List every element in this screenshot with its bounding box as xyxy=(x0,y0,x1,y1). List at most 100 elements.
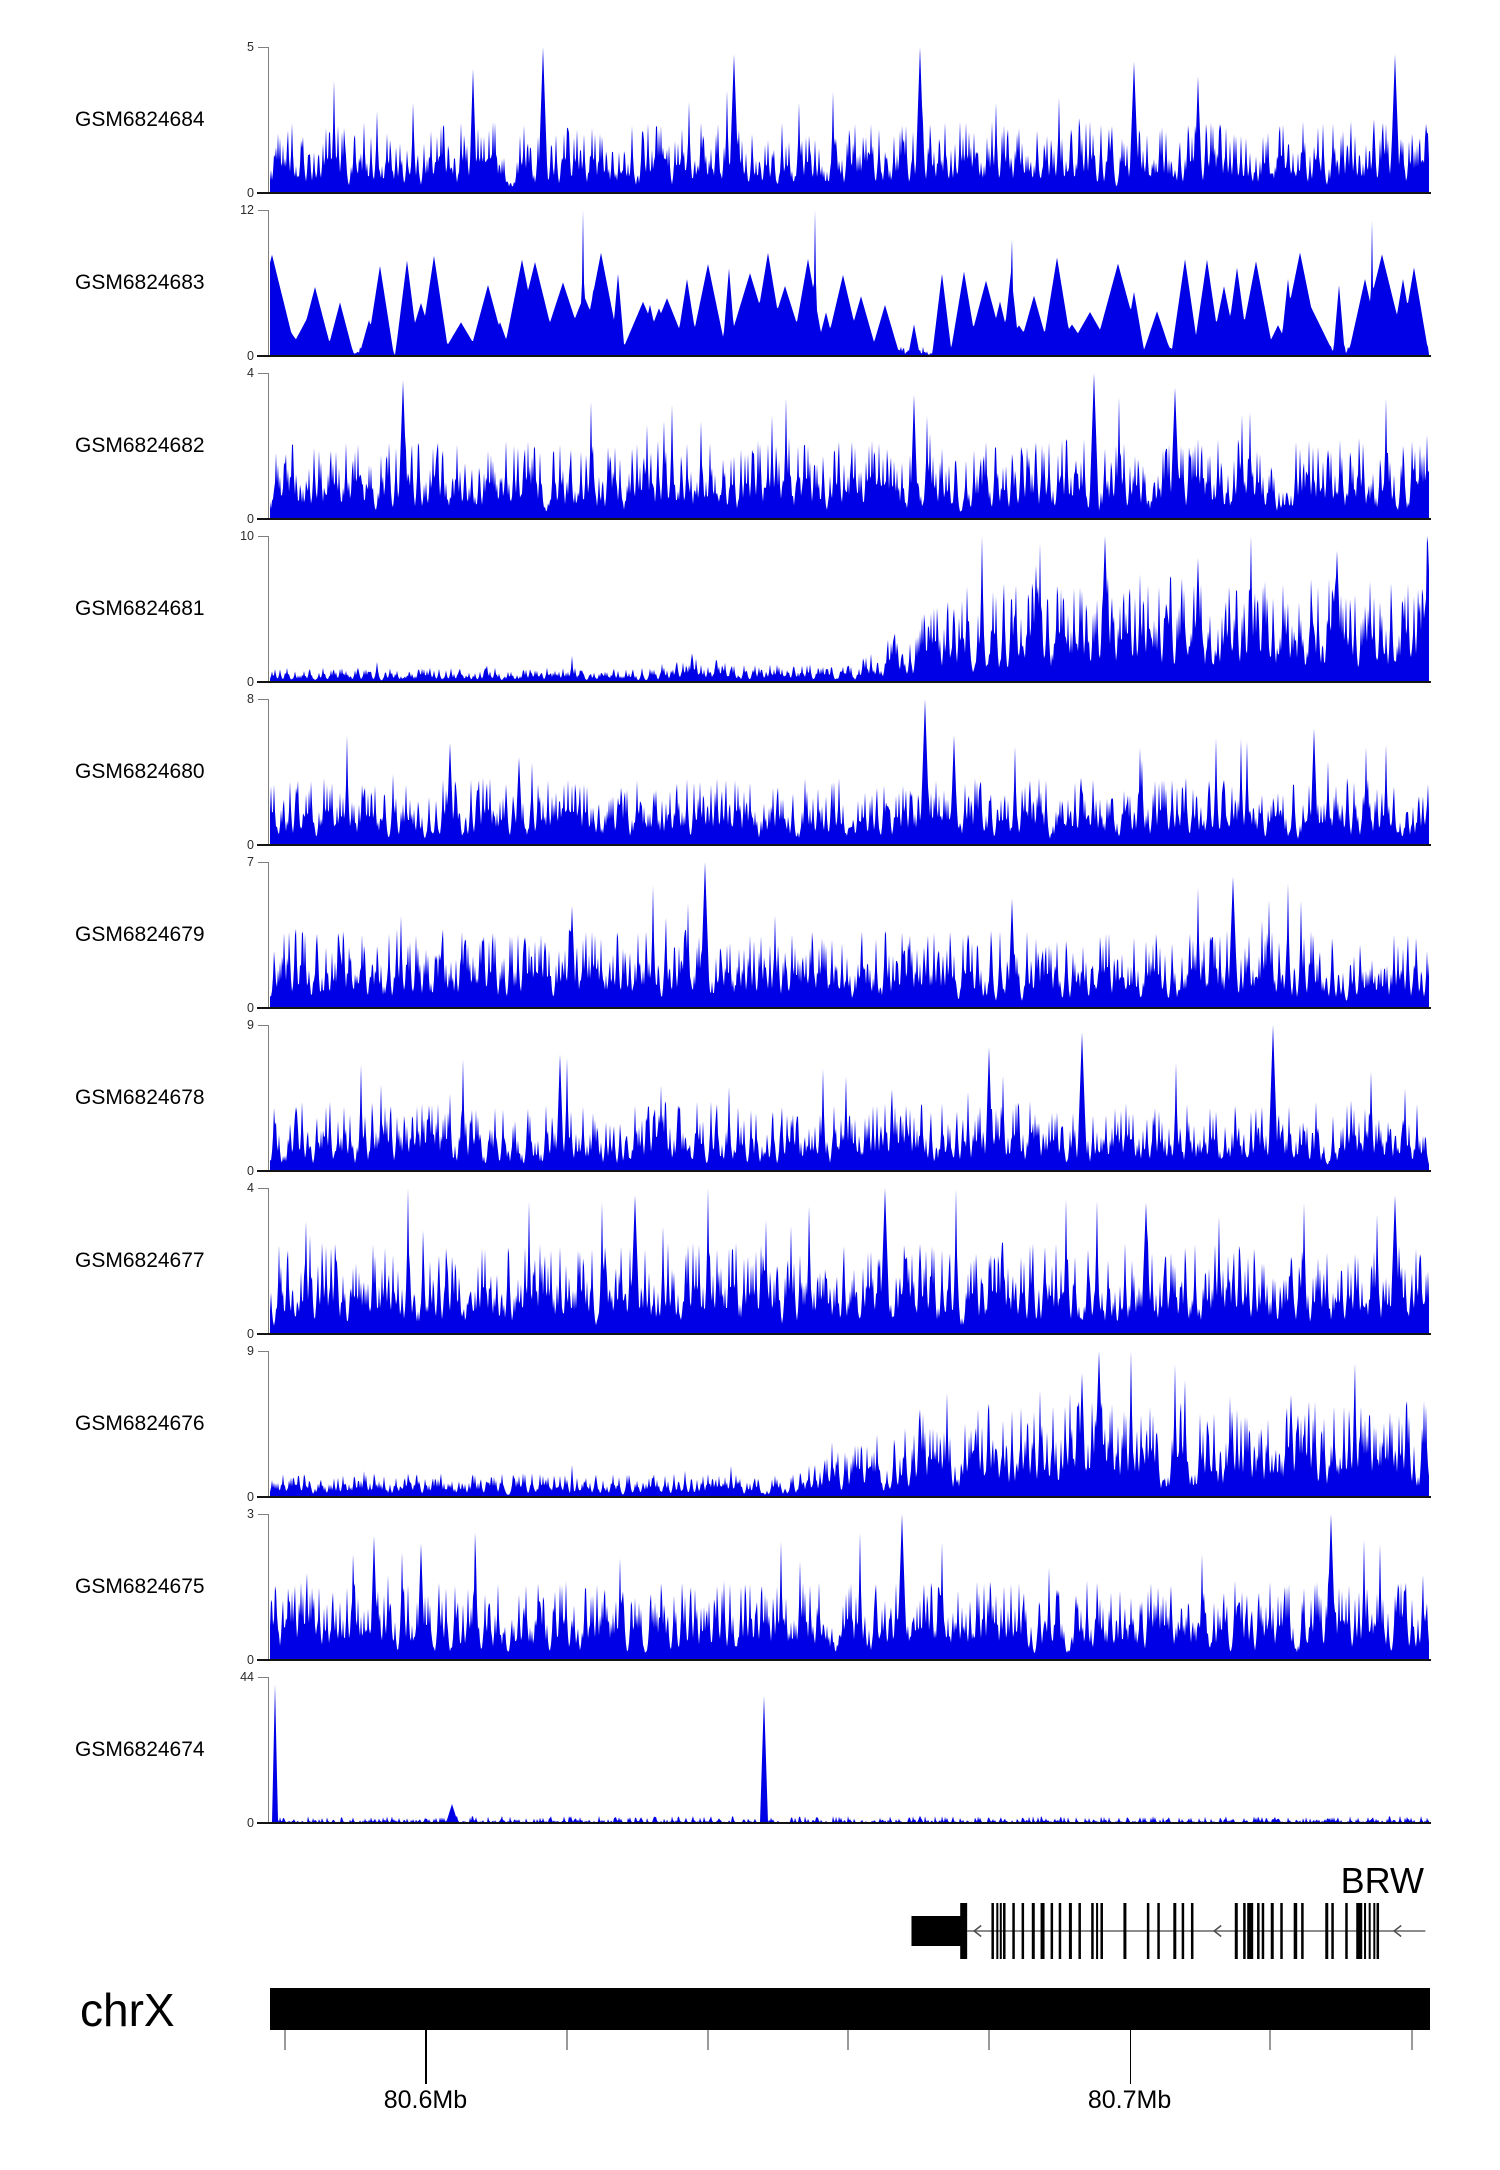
exon-tick xyxy=(1257,1903,1260,1959)
coverage-plot xyxy=(270,1351,1429,1497)
y-axis-bracket xyxy=(258,47,269,193)
gene-name-label: BRW xyxy=(1340,1860,1424,1901)
exon-tick xyxy=(1293,1903,1298,1959)
coverage-plot xyxy=(270,699,1429,845)
exon-tick xyxy=(1003,1903,1006,1959)
y-axis-max-label: 7 xyxy=(247,855,254,869)
exon-tick xyxy=(1181,1903,1185,1959)
axis-tick-minor xyxy=(283,2030,286,2050)
exon-tick xyxy=(1091,1903,1094,1959)
axis-tick-minor xyxy=(846,2030,849,2050)
exon-tick xyxy=(1325,1903,1329,1959)
zero-baseline xyxy=(257,518,1431,520)
y-axis-max-label: 9 xyxy=(247,1018,254,1032)
track-label: GSM6824682 xyxy=(75,434,205,457)
track-row: GSM6824675 3 0 xyxy=(0,1507,1500,1667)
y-axis-bracket xyxy=(258,1514,269,1660)
track-label: GSM6824683 xyxy=(75,271,205,294)
axis-tick-label: 80.7Mb xyxy=(1087,2086,1172,2114)
coverage-plot xyxy=(270,1025,1429,1171)
track-row: GSM6824681 10 0 xyxy=(0,529,1500,689)
y-axis-max-label: 3 xyxy=(247,1507,254,1521)
coverage-plot xyxy=(270,536,1429,682)
track-label: GSM6824679 xyxy=(75,923,205,946)
y-axis-bracket xyxy=(258,1677,269,1823)
zero-baseline xyxy=(257,1822,1431,1824)
coverage-area xyxy=(270,373,1429,519)
coverage-area xyxy=(270,862,1429,1008)
y-axis-max-label: 4 xyxy=(247,366,254,380)
exon-tick xyxy=(1157,1903,1160,1959)
exon-tick xyxy=(1364,1903,1367,1959)
axis-tick-minor xyxy=(707,2030,710,2050)
exon-tick xyxy=(1373,1903,1376,1959)
coverage-plot xyxy=(270,373,1429,519)
y-axis-bracket xyxy=(258,1351,269,1497)
y-axis-zero-label: 0 xyxy=(247,1327,254,1341)
track-row: GSM6824674 44 0 xyxy=(0,1670,1500,1830)
exon-tick xyxy=(999,1903,1002,1959)
zero-baseline xyxy=(257,844,1431,846)
coverage-area xyxy=(270,1025,1429,1171)
y-axis-zero-label: 0 xyxy=(247,1816,254,1830)
axis-tick-minor xyxy=(988,2030,991,2050)
axis-tick-label: 80.6Mb xyxy=(383,2086,468,2114)
axis-tick-minor xyxy=(1411,2030,1414,2050)
axis-tick-minor xyxy=(565,2030,568,2050)
y-axis-zero-label: 0 xyxy=(247,1490,254,1504)
exon-tick xyxy=(1368,1903,1371,1959)
y-axis-max-label: 5 xyxy=(247,40,254,54)
exon-tick xyxy=(1376,1903,1380,1959)
chromosome-label: chrX xyxy=(80,1984,175,2036)
strand-arrow-icon xyxy=(972,1924,982,1938)
exon-tick xyxy=(1280,1903,1283,1959)
exon-tick xyxy=(1031,1903,1035,1959)
y-axis-zero-label: 0 xyxy=(247,838,254,852)
track-row: GSM6824680 8 0 xyxy=(0,692,1500,852)
exon-tick xyxy=(1021,1903,1025,1959)
gene-annotation-track: BRW xyxy=(270,1858,1430,1968)
coverage-area xyxy=(270,1188,1429,1334)
track-row: GSM6824678 9 0 xyxy=(0,1018,1500,1178)
exon-tick xyxy=(1247,1903,1254,1959)
exon-tick xyxy=(991,1903,994,1959)
y-axis-bracket xyxy=(258,210,269,356)
y-axis-max-label: 44 xyxy=(240,1670,254,1684)
track-row: GSM6824682 4 0 xyxy=(0,366,1500,526)
axis-tick-minor xyxy=(1268,2030,1271,2050)
exon-tick xyxy=(1096,1903,1099,1959)
zero-baseline xyxy=(257,1496,1431,1498)
exon-tick xyxy=(1243,1903,1246,1959)
y-axis-max-label: 4 xyxy=(247,1181,254,1195)
track-label: GSM6824678 xyxy=(75,1086,205,1109)
y-axis-zero-label: 0 xyxy=(247,186,254,200)
utr-box xyxy=(911,1916,965,1946)
track-row: GSM6824684 5 0 xyxy=(0,40,1500,200)
exon-tick xyxy=(1050,1903,1054,1959)
exon-tick xyxy=(1040,1903,1045,1959)
track-label: GSM6824684 xyxy=(75,108,205,131)
exon-tick xyxy=(1068,1903,1072,1959)
y-axis-zero-label: 0 xyxy=(247,512,254,526)
exon-tick xyxy=(1301,1903,1304,1959)
y-axis-bracket xyxy=(258,1188,269,1334)
gene-model xyxy=(911,1903,1426,1959)
track-label: GSM6824681 xyxy=(75,597,205,620)
track-label: GSM6824674 xyxy=(75,1738,205,1761)
coverage-plot xyxy=(270,1188,1429,1334)
terminal-exon-box xyxy=(960,1903,968,1959)
track-label: GSM6824677 xyxy=(75,1249,205,1272)
track-row: GSM6824683 12 0 xyxy=(0,203,1500,363)
y-axis-bracket xyxy=(258,1025,269,1171)
zero-baseline xyxy=(257,1007,1431,1009)
coverage-area xyxy=(270,47,1429,193)
y-axis-zero-label: 0 xyxy=(247,1001,254,1015)
zero-baseline xyxy=(257,1659,1431,1661)
track-row: GSM6824676 9 0 xyxy=(0,1344,1500,1504)
exon-tick xyxy=(1012,1903,1015,1959)
y-axis-zero-label: 0 xyxy=(247,1653,254,1667)
exon-tick xyxy=(1261,1903,1265,1959)
track-label: GSM6824676 xyxy=(75,1412,205,1435)
strand-arrow-icon xyxy=(1212,1924,1222,1938)
